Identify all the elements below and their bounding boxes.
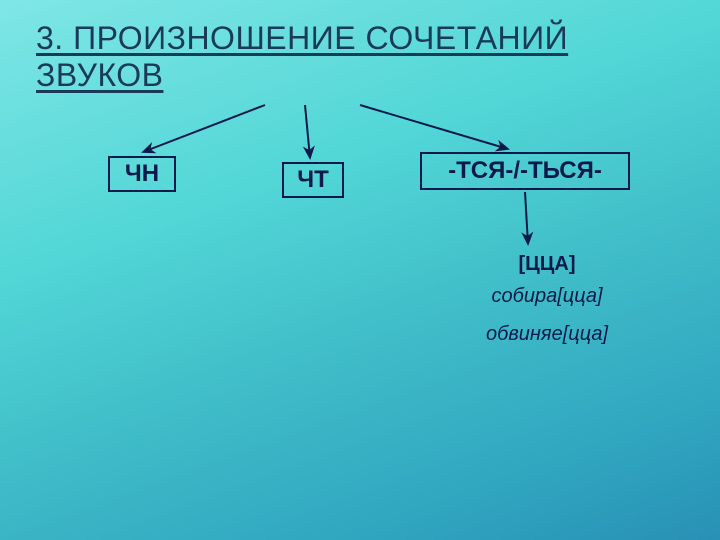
box-chn: ЧН [108, 156, 176, 192]
slide: 3. ПРОИЗНОШЕНИЕ СОЧЕТАНИЙ ЗВУКОВ ЧН ЧТ -… [0, 0, 720, 540]
slide-title: 3. ПРОИЗНОШЕНИЕ СОЧЕТАНИЙ ЗВУКОВ [36, 20, 686, 94]
example-1: собира[цца] [452, 280, 642, 312]
example-2: обвиняе[цца] [452, 318, 642, 350]
examples-block: [ЦЦА] собира[цца] обвиняе[цца] [452, 248, 642, 350]
pronunciation-label: [ЦЦА] [452, 248, 642, 280]
arrow-1 [143, 105, 265, 152]
arrow-2 [305, 105, 310, 158]
box-cht: ЧТ [282, 162, 344, 198]
arrow-3 [360, 105, 508, 149]
arrow-4 [525, 192, 528, 244]
box-tsya: -ТСЯ-/-ТЬСЯ- [420, 152, 630, 190]
